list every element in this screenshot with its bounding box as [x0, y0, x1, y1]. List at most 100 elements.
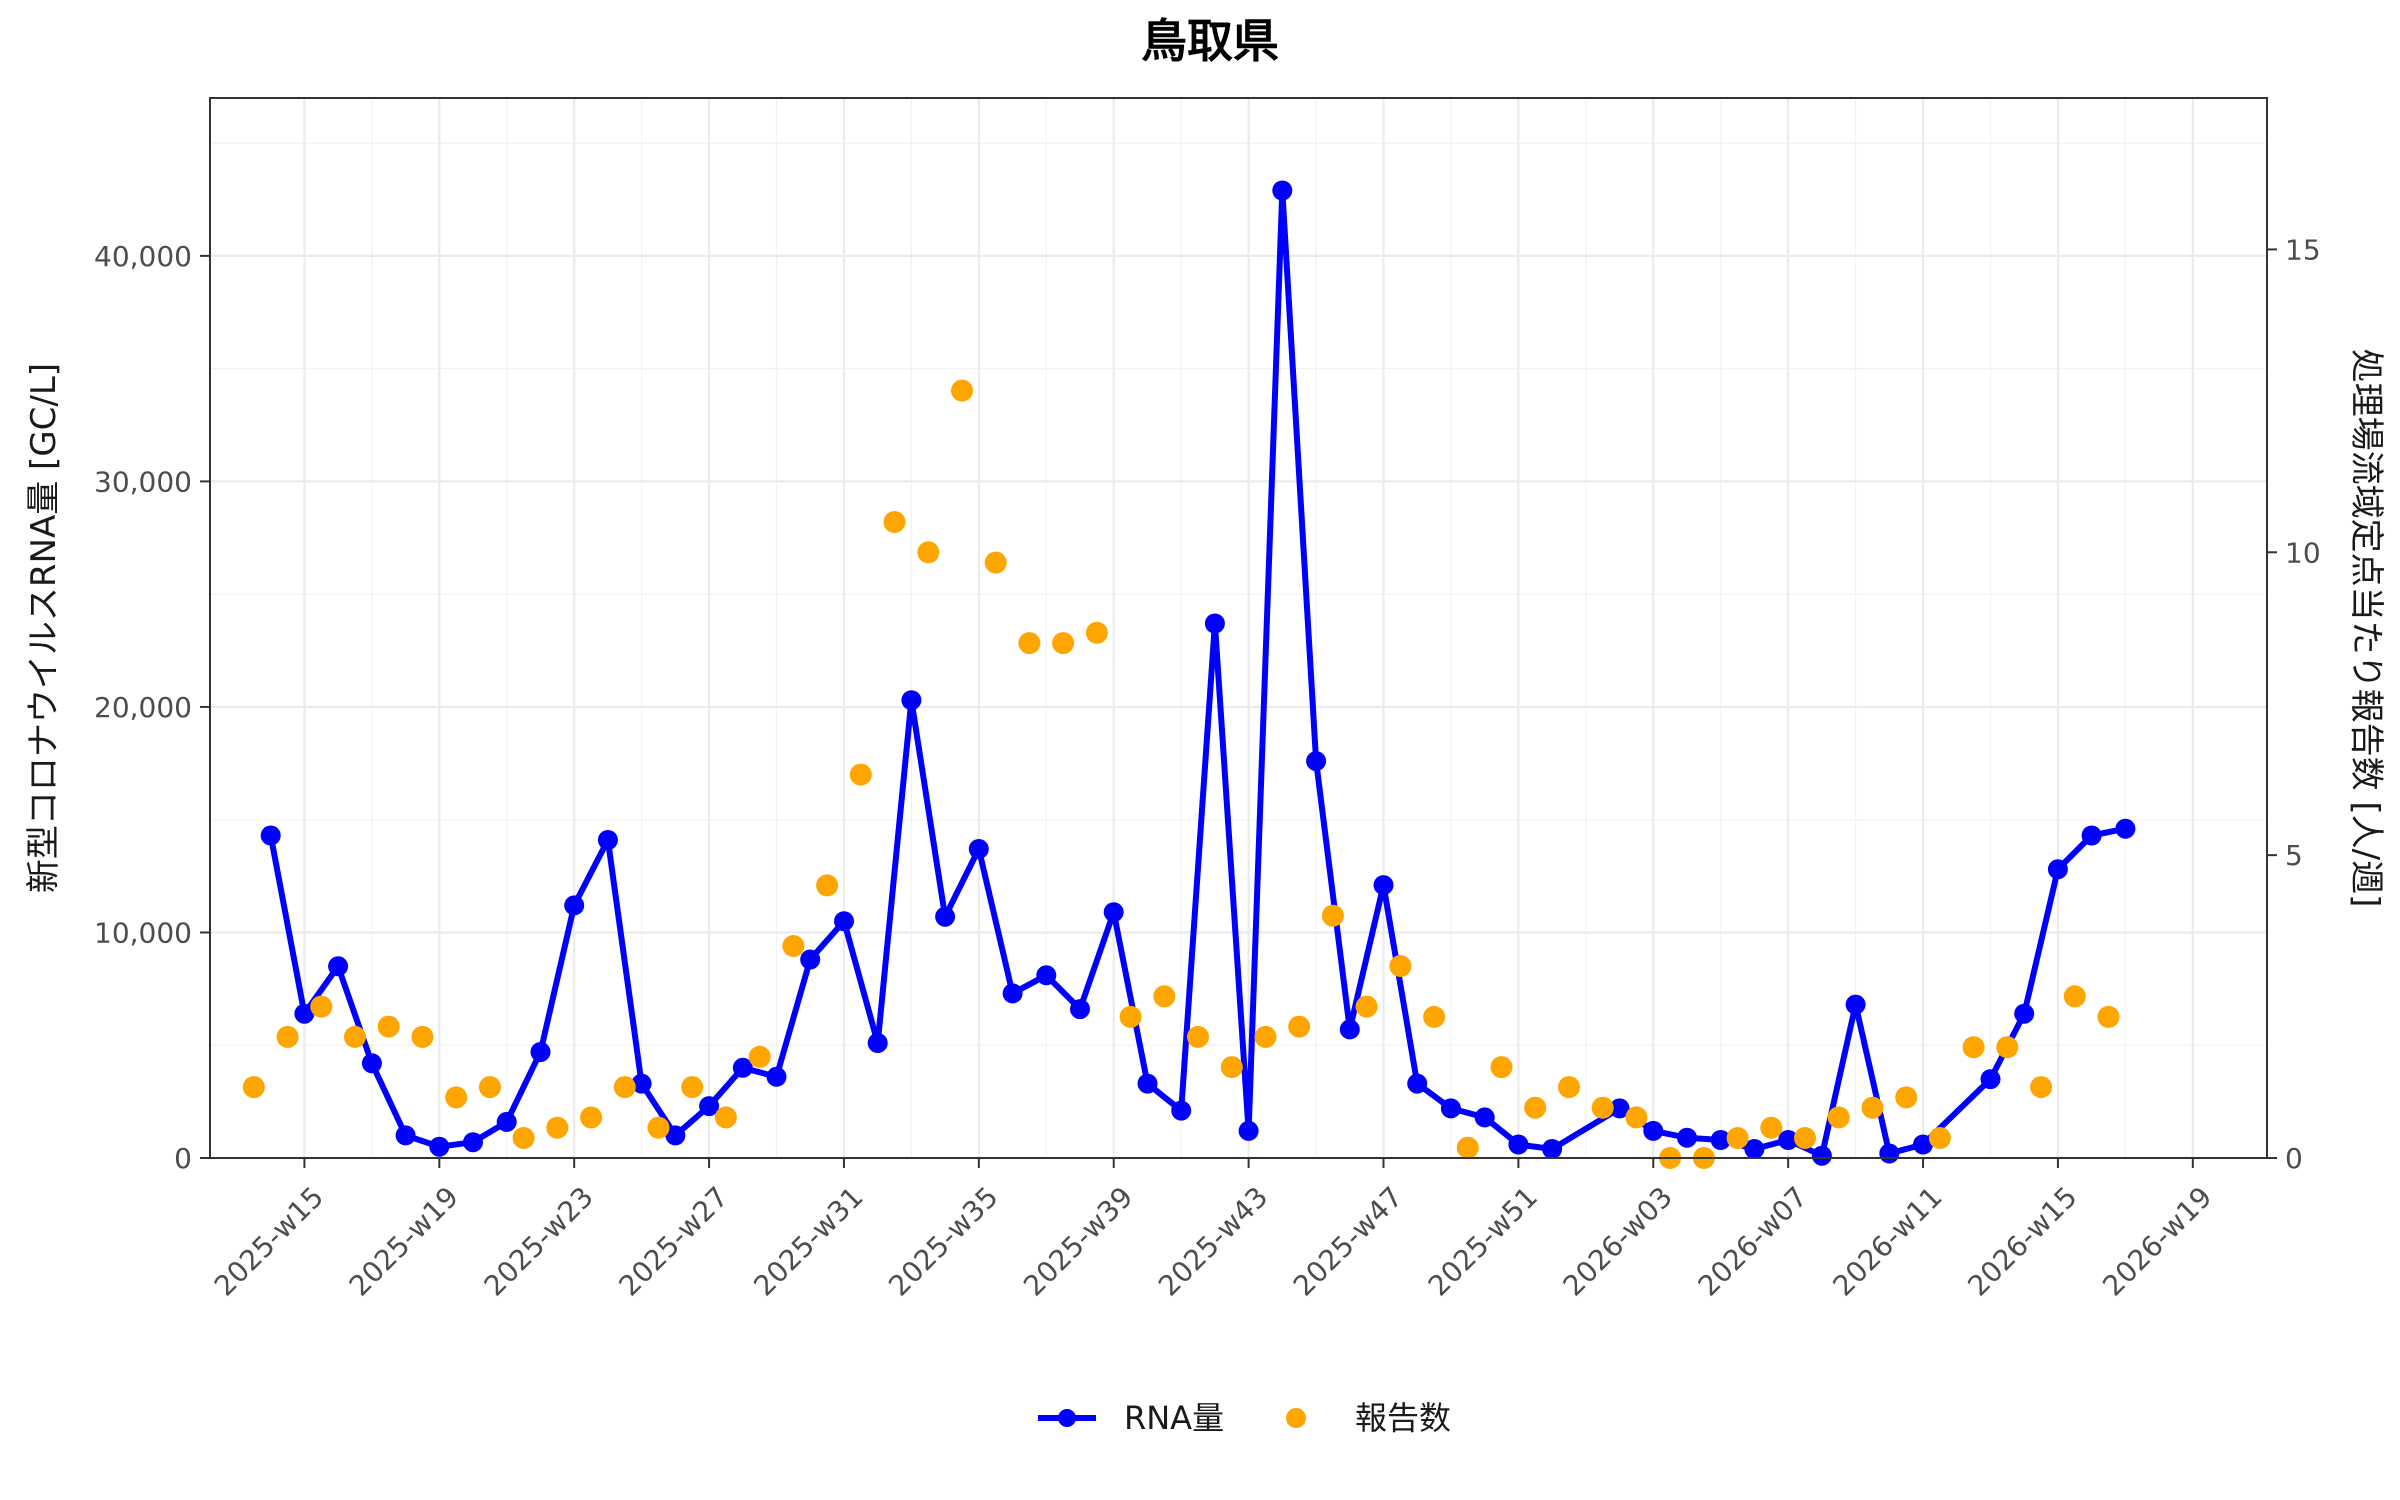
report-point [276, 1025, 299, 1048]
rna-point [1407, 1073, 1428, 1094]
report-point [782, 935, 805, 957]
minor-grid [210, 98, 2267, 1158]
legend: RNA量 報告数 [1038, 1399, 1451, 1437]
rna-point [665, 1125, 686, 1146]
rna-point [1879, 1143, 1900, 1164]
report-point [883, 511, 906, 533]
x-tick-label: 2025-w51 [1422, 1180, 1544, 1302]
y-axis-left: 0 10,000 20,000 30,000 40,000 [94, 240, 210, 1175]
report-point [1524, 1096, 1547, 1119]
legend-report-point-key [1286, 1408, 1306, 1428]
rna-point [597, 830, 618, 850]
report-point [849, 763, 872, 786]
rna-point [631, 1073, 652, 1094]
x-tick-label: 2026-w03 [1557, 1180, 1679, 1302]
y-left-tick-label: 30,000 [94, 465, 192, 498]
report-point [1220, 1056, 1243, 1079]
x-tick-label: 2025-w47 [1287, 1180, 1409, 1302]
rna-point [935, 906, 956, 927]
plot-panel-border [209, 97, 2268, 1159]
report-point [1052, 632, 1075, 655]
rna-point [1845, 994, 1866, 1015]
rna-series-line [267, 187, 2129, 1159]
rna-point [496, 1111, 517, 1132]
rna-point [732, 1057, 753, 1078]
report-point [1760, 1116, 1783, 1139]
report-point [951, 379, 973, 402]
report-point [546, 1116, 569, 1139]
rna-point [968, 839, 989, 859]
report-point [580, 1106, 603, 1129]
rna-point [429, 1136, 450, 1157]
y-right-tick-label: 5 [2285, 839, 2303, 872]
rna-point [901, 690, 922, 711]
y-left-tick-label: 40,000 [94, 240, 192, 273]
rna-point [1002, 983, 1023, 1004]
report-point [714, 1106, 737, 1129]
rna-point [1980, 1069, 2001, 1090]
report-series [242, 379, 2120, 1169]
rna-point [1508, 1134, 1529, 1155]
report-point [647, 1116, 670, 1139]
rna-point [1306, 751, 1327, 772]
x-axis: 2025-w15 2025-w19 2025-w23 2025-w27 2025-w31… [208, 1158, 2218, 1303]
report-point [1018, 632, 1041, 655]
rna-point [1103, 902, 1124, 923]
report-point [2030, 1076, 2053, 1099]
report-point [1389, 955, 1412, 977]
x-tick-label: 2025-w23 [478, 1180, 600, 1302]
legend-rna-point-key [1058, 1409, 1076, 1427]
report-point [681, 1076, 704, 1099]
report-point [613, 1076, 636, 1099]
y-left-tick-label: 20,000 [94, 691, 192, 724]
report-point [2097, 1005, 2120, 1028]
y-right-tick-label: 0 [2285, 1142, 2303, 1175]
x-tick-label: 2025-w19 [343, 1180, 465, 1302]
major-grid [210, 98, 2267, 1160]
rna-point [530, 1042, 551, 1062]
rna-point [2014, 1003, 2035, 1024]
report-point [310, 995, 333, 1018]
report-point [984, 551, 1007, 574]
report-point [1996, 1036, 2019, 1059]
rna-point [867, 1033, 888, 1053]
rna-point [1778, 1130, 1799, 1150]
report-point [1187, 1025, 1209, 1048]
report-point [1625, 1106, 1648, 1129]
rna-point [1542, 1139, 1563, 1159]
chart-title: 鳥取県 [1141, 14, 1279, 68]
report-point [1726, 1127, 1749, 1149]
x-tick-label: 2025-w31 [747, 1180, 869, 1302]
y-right-tick-label: 15 [2285, 233, 2321, 266]
report-point [1827, 1106, 1850, 1129]
rna-point [361, 1053, 382, 1074]
rna-point [1373, 875, 1394, 896]
report-point [1456, 1136, 1479, 1159]
y-axis-left-title: 新型コロナウイルスRNA量 [GC/L] [24, 363, 64, 893]
report-point [478, 1076, 501, 1099]
rna-point [1811, 1145, 1832, 1166]
y-axis-right-title: 処理場流域定点当たり報告数 [人/週] [2346, 349, 2386, 908]
rna-point [1677, 1127, 1697, 1148]
rna-point [1474, 1107, 1495, 1128]
report-point [1423, 1005, 1446, 1028]
rna-point [1070, 999, 1090, 1020]
rna-point [395, 1125, 416, 1146]
report-point [1962, 1036, 1985, 1059]
rna-point [2081, 825, 2102, 846]
legend-item-rna: RNA量 [1038, 1399, 1224, 1437]
report-point [1794, 1127, 1816, 1149]
rna-point [1171, 1100, 1192, 1121]
x-tick-label: 2025-w35 [882, 1180, 1004, 1302]
report-point [411, 1025, 434, 1048]
x-tick-label: 2025-w43 [1152, 1180, 1274, 1302]
report-point [377, 1015, 400, 1038]
report-point [1928, 1127, 1951, 1149]
report-point [445, 1086, 468, 1109]
x-tick-label: 2026-w19 [2096, 1180, 2218, 1302]
rna-point [1913, 1134, 1933, 1155]
report-point [512, 1127, 535, 1149]
x-tick-label: 2025-w27 [612, 1180, 734, 1302]
y-left-tick-label: 10,000 [94, 916, 192, 949]
